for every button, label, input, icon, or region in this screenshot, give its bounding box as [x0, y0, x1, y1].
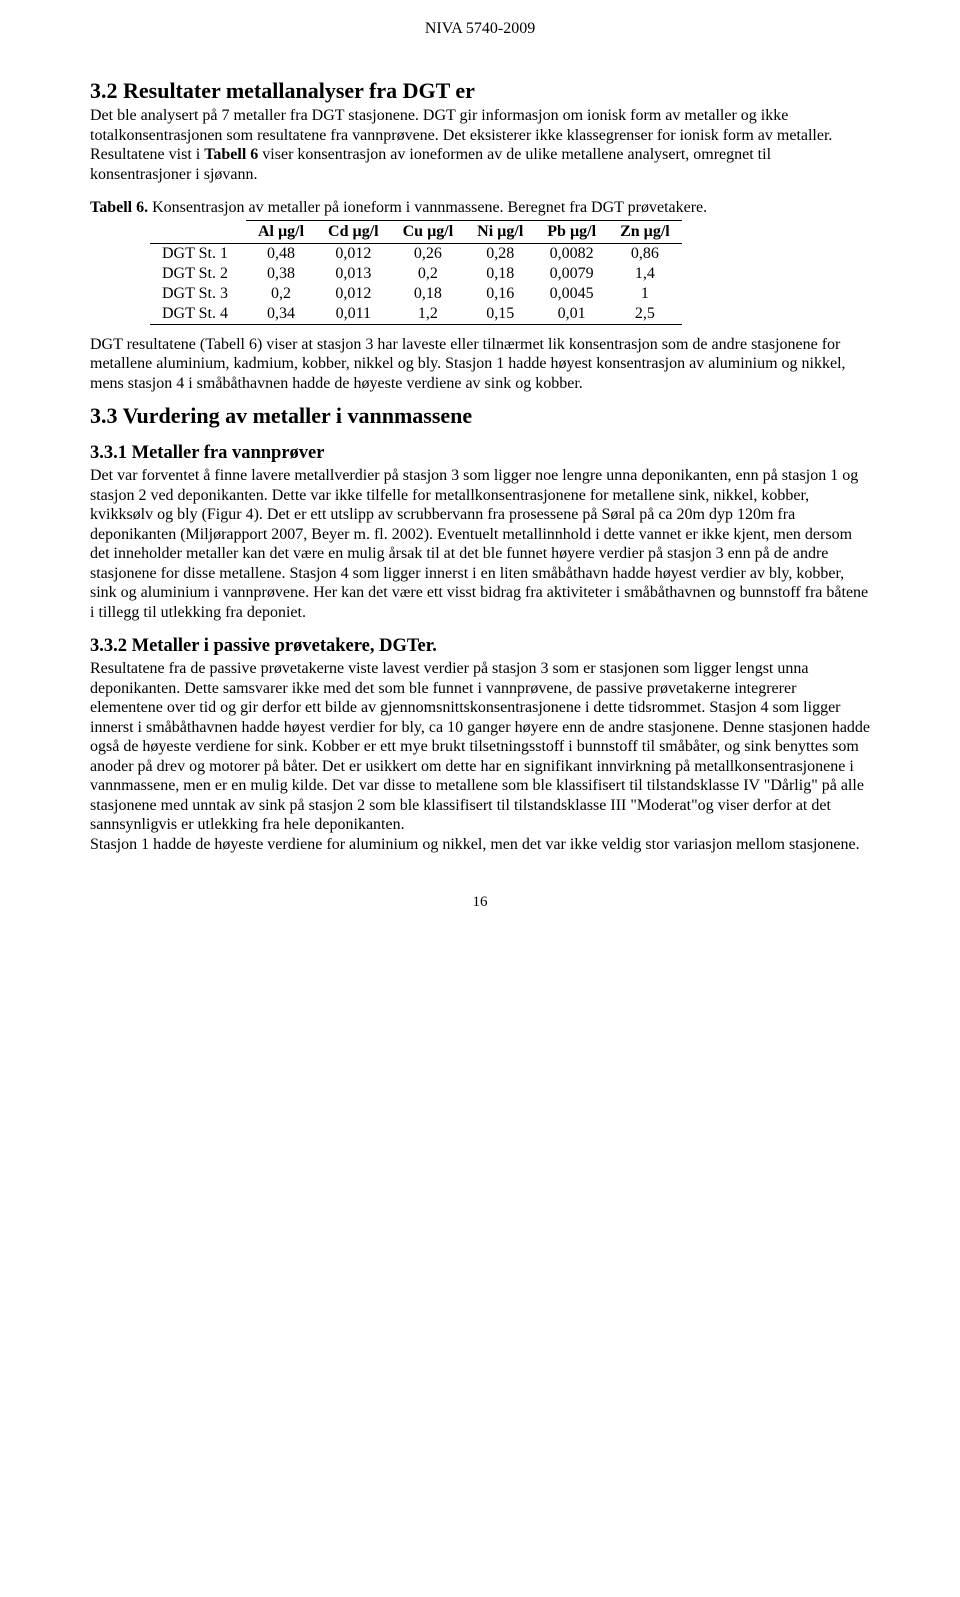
table-header-row: Al µg/l Cd µg/l Cu µg/l Ni µg/l Pb µg/l …: [150, 220, 682, 243]
cell: 0,34: [246, 304, 316, 325]
cell: 0,0079: [535, 264, 608, 284]
cell: 0,0082: [535, 243, 608, 264]
table6-caption: Tabell 6. Konsentrasjon av metaller på i…: [90, 198, 870, 218]
cell: 1: [608, 284, 682, 304]
cell: 0,18: [465, 264, 535, 284]
cell: 0,2: [246, 284, 316, 304]
table-row: DGT St. 40,340,0111,20,150,012,5: [150, 304, 682, 325]
tabell6-ref: Tabell 6: [204, 146, 258, 163]
cell: 1,4: [608, 264, 682, 284]
table6-caption-lead: Tabell 6.: [90, 199, 148, 216]
cell: 0,48: [246, 243, 316, 264]
page-number: 16: [90, 894, 870, 911]
cell: 0,38: [246, 264, 316, 284]
cell: 0,16: [465, 284, 535, 304]
cell: 0,86: [608, 243, 682, 264]
row-label: DGT St. 2: [150, 264, 246, 284]
th-blank: [150, 220, 246, 243]
section-3-3-2-p2: Stasjon 1 hadde de høyeste verdiene for …: [90, 835, 870, 855]
section-3-3-1-p1: Det var forventet å finne lavere metallv…: [90, 466, 870, 622]
row-label: DGT St. 3: [150, 284, 246, 304]
page: NIVA 5740-2009 3.2 Resultater metallanal…: [0, 0, 960, 971]
cell: 0,012: [316, 284, 391, 304]
cell: 0,15: [465, 304, 535, 325]
cell: 0,26: [391, 243, 466, 264]
th-ni: Ni µg/l: [465, 220, 535, 243]
table-row: DGT St. 10,480,0120,260,280,00820,86: [150, 243, 682, 264]
section-3-3-2-title: 3.3.2 Metaller i passive prøvetakere, DG…: [90, 636, 870, 657]
table-row: DGT St. 30,20,0120,180,160,00451: [150, 284, 682, 304]
cell: 0,0045: [535, 284, 608, 304]
doc-header: NIVA 5740-2009: [90, 20, 870, 38]
cell: 2,5: [608, 304, 682, 325]
table6-caption-rest: Konsentrasjon av metaller på ioneform i …: [148, 199, 707, 216]
section-3-3-title: 3.3 Vurdering av metaller i vannmassene: [90, 403, 870, 429]
section-3-3-2-p1: Resultatene fra de passive prøvetakerne …: [90, 659, 870, 835]
table-row: DGT St. 20,380,0130,20,180,00791,4: [150, 264, 682, 284]
cell: 0,013: [316, 264, 391, 284]
row-label: DGT St. 4: [150, 304, 246, 325]
cell: 0,012: [316, 243, 391, 264]
table6: Al µg/l Cd µg/l Cu µg/l Ni µg/l Pb µg/l …: [150, 220, 682, 325]
cell: 0,28: [465, 243, 535, 264]
section-3-2-title: 3.2 Resultater metallanalyser fra DGT er: [90, 78, 870, 104]
cell: 0,01: [535, 304, 608, 325]
section-3-2-p1: Det ble analysert på 7 metaller fra DGT …: [90, 106, 870, 184]
th-cu: Cu µg/l: [391, 220, 466, 243]
th-pb: Pb µg/l: [535, 220, 608, 243]
cell: 0,18: [391, 284, 466, 304]
th-zn: Zn µg/l: [608, 220, 682, 243]
cell: 0,2: [391, 264, 466, 284]
row-label: DGT St. 1: [150, 243, 246, 264]
cell: 1,2: [391, 304, 466, 325]
cell: 0,011: [316, 304, 391, 325]
th-al: Al µg/l: [246, 220, 316, 243]
para-after-table: DGT resultatene (Tabell 6) viser at stas…: [90, 335, 870, 394]
section-3-3-1-title: 3.3.1 Metaller fra vannprøver: [90, 443, 870, 464]
table6-body: DGT St. 10,480,0120,260,280,00820,86DGT …: [150, 243, 682, 324]
th-cd: Cd µg/l: [316, 220, 391, 243]
